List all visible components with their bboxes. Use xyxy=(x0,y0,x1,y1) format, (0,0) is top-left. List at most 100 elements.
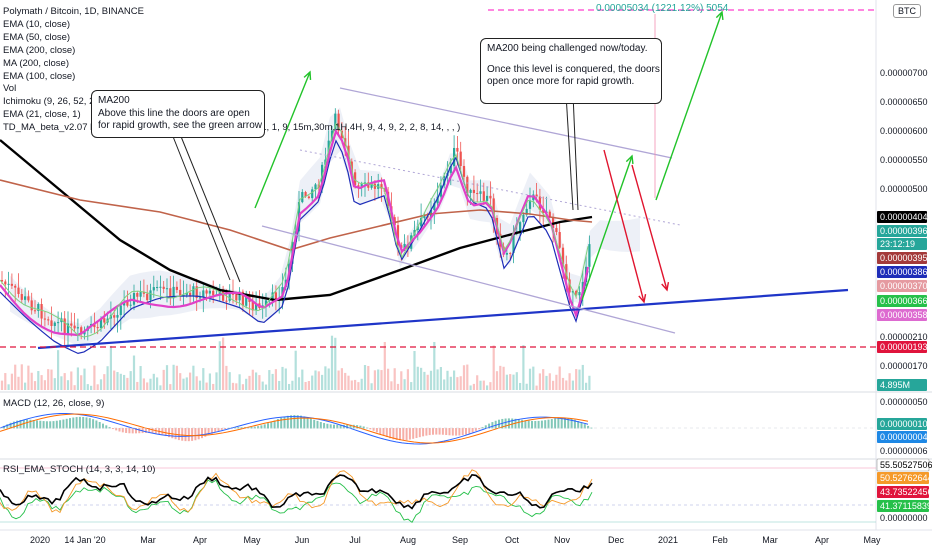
macd-histogram-bar xyxy=(26,419,29,429)
volume-bar xyxy=(585,382,588,390)
macd-histogram-bar xyxy=(300,415,302,429)
price-label-bg xyxy=(877,379,927,391)
indicator-ema50[interactable]: EMA (50, close) xyxy=(3,31,71,43)
volume-bar xyxy=(146,382,149,390)
price-label-bg xyxy=(877,238,927,250)
volume-bar xyxy=(357,382,360,390)
rsi-pane-label[interactable]: RSI_EMA_STOCH (14, 3, 3, 14, 10) xyxy=(3,464,156,475)
volume-bar xyxy=(370,383,373,390)
macd-histogram-bar xyxy=(293,415,296,429)
macd-histogram-bar xyxy=(521,419,524,429)
ma200-note-pointer-2 xyxy=(179,133,241,283)
candle-body xyxy=(208,290,211,294)
time-axis-tick: 2021 xyxy=(658,535,678,545)
price-label-bg xyxy=(877,252,927,264)
macd-histogram-bar xyxy=(121,428,124,433)
volume-bar xyxy=(575,369,578,390)
macd-histogram-bar xyxy=(359,425,362,429)
price-label: 0.00000386 xyxy=(880,267,928,277)
macd-histogram-bar xyxy=(217,428,220,432)
volume-bar xyxy=(552,380,555,390)
volume-bar xyxy=(218,341,221,390)
time-axis-tick: May xyxy=(243,535,261,545)
indicator-ema100[interactable]: EMA (100, close) xyxy=(3,70,76,82)
volume-bar xyxy=(545,375,548,390)
volume-bar xyxy=(99,379,103,390)
indicator-ma200[interactable]: MA (200, close) xyxy=(3,57,69,69)
price-label: 0.00000395 xyxy=(880,253,928,263)
candle-body xyxy=(542,209,545,214)
macd-histogram-bar xyxy=(527,420,530,429)
candle-body xyxy=(205,290,208,294)
indicator-ema10[interactable]: EMA (10, close) xyxy=(3,18,71,30)
volume-bar xyxy=(113,370,116,390)
candle-body xyxy=(489,195,492,199)
macd-histogram-bar xyxy=(32,420,35,429)
macd-signal-line xyxy=(0,413,589,444)
volume-bar xyxy=(459,376,462,390)
macd-histogram-bar xyxy=(306,417,309,429)
volume-bar xyxy=(149,378,152,390)
volume-bar xyxy=(330,335,334,390)
rsi-label-bg xyxy=(876,458,930,472)
time-axis-tick: Aug xyxy=(400,535,416,545)
candle-body xyxy=(202,290,205,298)
macd-histogram-bar xyxy=(250,427,253,429)
macd-histogram-bar xyxy=(78,416,81,429)
candle-body xyxy=(103,318,106,323)
volume-bar xyxy=(225,365,228,390)
macd-pane-label[interactable]: MACD (12, 26, close, 9) xyxy=(3,398,105,409)
candle-body xyxy=(251,301,254,311)
macd-histogram-bar xyxy=(214,428,217,433)
candle-body xyxy=(314,184,317,190)
volume-bar xyxy=(37,371,40,390)
macd-histogram-bar xyxy=(52,421,55,429)
red-arrow-1 xyxy=(603,149,645,303)
channel-lower-line xyxy=(261,225,676,334)
challenge-note-pointer-2 xyxy=(572,93,579,211)
symbol-title[interactable]: Polymath / Bitcoin, 1D, BINANCE xyxy=(3,6,144,17)
indicator-ema21[interactable]: EMA (21, close, 1) xyxy=(3,109,81,121)
macd-histogram-bar xyxy=(138,428,141,434)
volume-bar xyxy=(7,384,10,390)
rsi-stoch-k-line xyxy=(0,479,593,523)
macd-histogram-bar xyxy=(468,428,471,434)
candle-body xyxy=(238,291,241,301)
macd-histogram-bar xyxy=(29,419,32,429)
macd-histogram-bar xyxy=(369,428,372,430)
price-label: 0.00000366 xyxy=(880,296,928,306)
ma200-note-line-3: for rapid growth, see the green arrow xyxy=(98,120,262,131)
macd-histogram-bar xyxy=(547,419,550,429)
challenge-note[interactable]: MA200 being challenged now/today. Once t… xyxy=(480,38,662,104)
macd-histogram-bar xyxy=(273,420,276,429)
candle-body xyxy=(476,193,479,195)
ema10-line xyxy=(0,122,589,338)
macd-histogram-bar xyxy=(346,424,349,429)
volume-bar xyxy=(334,337,337,390)
macd-histogram-bar xyxy=(389,428,392,439)
volume-bar xyxy=(195,376,198,390)
indicator-ema200[interactable]: EMA (200, close) xyxy=(3,44,76,56)
time-axis-tick: Mar xyxy=(762,535,778,545)
time-axis-tick: Nov xyxy=(554,535,571,545)
macd-histogram-bar xyxy=(65,418,68,429)
price-label-bg xyxy=(877,225,927,237)
volume-bar xyxy=(179,373,182,390)
green-arrow-1 xyxy=(254,71,311,209)
price-label: 0.00000358 xyxy=(880,310,928,320)
volume-bar xyxy=(208,373,211,390)
macd-histogram-bar xyxy=(564,417,566,429)
candle-body xyxy=(156,287,159,289)
candle-body xyxy=(568,279,571,293)
volume-bar xyxy=(344,372,347,390)
macd-histogram-bar xyxy=(438,428,441,435)
macd-histogram-bar xyxy=(85,417,88,429)
currency-badge[interactable]: BTC xyxy=(893,4,921,18)
ma200-note[interactable]: MA200 Above this line the doors are open… xyxy=(91,90,265,138)
candle-body xyxy=(479,191,482,194)
indicator-vol[interactable]: Vol xyxy=(3,83,17,95)
indicator-ichimoku[interactable]: Ichimoku (9, 26, 52, 26) xyxy=(3,96,103,108)
macd-histogram-bar xyxy=(62,419,65,429)
macd-histogram-bar xyxy=(280,417,283,429)
